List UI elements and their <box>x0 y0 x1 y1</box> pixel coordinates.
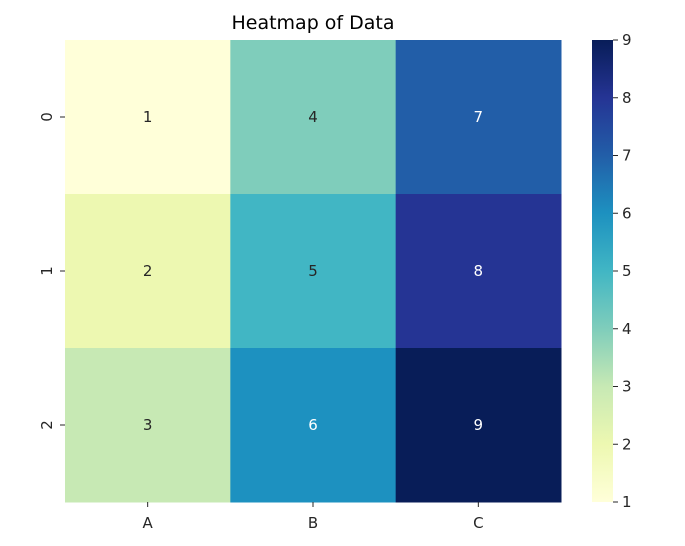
x-tick-label: C <box>473 514 483 532</box>
y-axis: 0 1 2 <box>38 112 65 430</box>
colorbar-gradient <box>592 40 613 502</box>
colorbar: 1 2 3 4 5 6 7 8 9 <box>592 31 632 511</box>
colorbar-tick-label: 5 <box>622 262 632 280</box>
heatmap-cell-1-A <box>65 194 231 349</box>
heatmap-cell-0-B <box>230 40 397 195</box>
y-tick-label: 2 <box>38 420 56 430</box>
colorbar-tick-label: 1 <box>622 493 632 511</box>
heatmap-cell-0-A <box>65 40 231 195</box>
colorbar-tick-label: 8 <box>622 89 632 107</box>
heatmap-cell-1-B <box>230 194 397 349</box>
y-tick-label: 0 <box>38 112 56 122</box>
cell-value-label: 4 <box>308 108 318 126</box>
cell-value-label: 5 <box>308 262 318 280</box>
cell-value-label: 9 <box>474 416 484 434</box>
colorbar-tick-label: 3 <box>622 378 632 396</box>
colorbar-tick-label: 9 <box>622 31 632 49</box>
cell-value-label: 1 <box>143 108 153 126</box>
chart-title: Heatmap of Data <box>231 12 394 34</box>
cell-value-label: 2 <box>143 262 153 280</box>
x-axis: A B C <box>143 502 484 532</box>
y-tick-label: 1 <box>38 266 56 276</box>
cell-value-label: 3 <box>143 416 153 434</box>
heatmap-cell-1-C <box>395 194 562 349</box>
colorbar-tick-label: 2 <box>622 435 632 453</box>
heatmap-cell-0-C <box>395 40 562 195</box>
cell-value-label: 8 <box>474 262 484 280</box>
x-tick-label: B <box>308 514 318 532</box>
heatmap-cell-2-B <box>230 348 397 503</box>
x-tick-label: A <box>143 514 154 532</box>
heatmap-cell-2-C <box>395 348 562 503</box>
colorbar-tick-label: 6 <box>622 204 632 222</box>
colorbar-tick-label: 7 <box>622 147 632 165</box>
cell-value-label: 7 <box>474 108 484 126</box>
colorbar-tick-label: 4 <box>622 320 632 338</box>
heatmap-cells: 1 4 7 2 5 8 3 6 9 <box>65 40 562 503</box>
heatmap-cell-2-A <box>65 348 231 503</box>
cell-value-label: 6 <box>308 416 318 434</box>
